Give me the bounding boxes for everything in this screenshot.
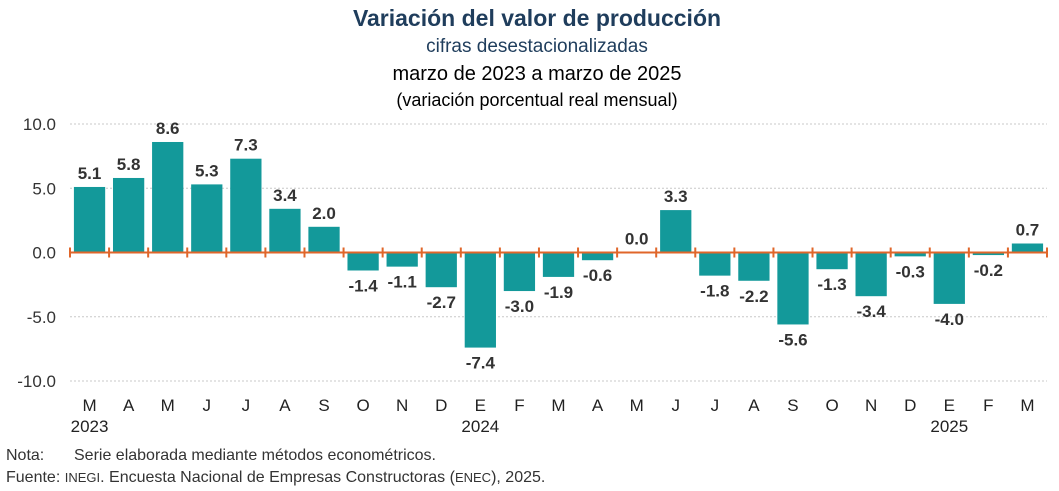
x-tick-label: E	[944, 396, 955, 415]
x-tick-label: S	[318, 396, 329, 415]
bar	[112, 177, 145, 253]
data-label: -1.1	[388, 273, 417, 292]
bar	[230, 158, 262, 253]
bar	[777, 252, 809, 325]
x-tick-label: J	[671, 396, 680, 415]
source-label: Fuente:	[6, 469, 61, 486]
note-label: Nota:	[6, 447, 45, 464]
x-tick-label: F	[514, 396, 524, 415]
year-label: 2025	[930, 417, 968, 436]
x-tick-label: M	[551, 396, 565, 415]
y-tick-label: 5.0	[32, 179, 56, 198]
data-label: -3.0	[505, 297, 534, 316]
x-tick-label: N	[396, 396, 408, 415]
bar	[269, 208, 301, 253]
data-label: -1.4	[348, 276, 378, 295]
source-text: INEGI. Encuesta Nacional de Empresas Con…	[64, 469, 546, 486]
data-label: 5.8	[117, 155, 141, 174]
bar	[347, 252, 379, 271]
bar	[933, 252, 965, 304]
data-label: 5.1	[78, 164, 102, 183]
x-tick-label: J	[242, 396, 251, 415]
data-label: -2.2	[739, 287, 768, 306]
data-label: 7.3	[234, 136, 258, 155]
chart-period: marzo de 2023 a marzo de 2025	[392, 63, 681, 85]
x-tick-label: O	[356, 396, 369, 415]
x-tick-label: J	[711, 396, 720, 415]
year-label: 2024	[461, 417, 499, 436]
data-label: -3.4	[856, 302, 886, 321]
bar	[152, 141, 184, 253]
x-tick-label: A	[592, 396, 604, 415]
x-tick-label: A	[123, 396, 135, 415]
data-label: -5.6	[778, 330, 807, 349]
bar	[542, 252, 575, 277]
x-axis: M A M J J A S O N D E F M A M J J A S O N D E F M 2023 2024 2025	[69, 247, 1048, 436]
year-label: 2023	[71, 417, 109, 436]
data-label: 5.3	[195, 161, 219, 180]
bar-chart: Variación del valor de producción cifras…	[17, 5, 1048, 436]
x-tick-label: M	[161, 396, 175, 415]
bar	[581, 252, 614, 261]
x-tick-label: O	[825, 396, 838, 415]
bar	[699, 252, 731, 276]
bar	[660, 210, 692, 253]
data-label: 2.0	[312, 204, 336, 223]
y-tick-label: 0.0	[32, 244, 56, 263]
bar	[386, 252, 418, 267]
data-label: 3.4	[273, 186, 297, 205]
x-tick-label: A	[279, 396, 291, 415]
bar	[425, 252, 457, 288]
x-tick-label: D	[904, 396, 916, 415]
data-label: -0.6	[583, 266, 612, 285]
bar	[816, 252, 848, 270]
data-label: -1.8	[700, 282, 729, 301]
bar	[1011, 243, 1044, 253]
x-tick-label: F	[983, 396, 993, 415]
x-tick-label: D	[435, 396, 447, 415]
bars	[73, 141, 1044, 348]
data-label: 0.0	[625, 230, 649, 249]
data-labels: 5.1 5.8 8.6 5.3 7.3 3.4 2.0 -1.4 -1.1 -2.7 -7.4 -3.…	[78, 119, 1040, 373]
x-tick-label: M	[630, 396, 644, 415]
data-label: -0.3	[896, 262, 925, 281]
bar	[738, 252, 770, 281]
bar	[972, 252, 1005, 256]
y-tick-label: -10.0	[17, 372, 56, 391]
x-tick-label: N	[865, 396, 877, 415]
x-tick-label: M	[1020, 396, 1034, 415]
x-tick-label: A	[748, 396, 760, 415]
y-tick-label: 10.0	[23, 115, 56, 134]
x-tick-label: S	[787, 396, 798, 415]
bar	[191, 184, 223, 253]
data-label: 0.7	[1016, 221, 1040, 240]
data-label: 3.3	[664, 187, 688, 206]
x-tick-label: E	[475, 396, 486, 415]
chart-title: Variación del valor de producción	[353, 5, 721, 31]
data-label: -0.2	[974, 261, 1003, 280]
y-tick-label: -5.0	[27, 308, 56, 327]
bar	[308, 226, 340, 253]
data-label: 8.6	[156, 119, 180, 138]
bar	[73, 186, 106, 253]
data-label: -1.9	[544, 283, 573, 302]
gridlines: 10.0 5.0 0.0 -5.0 -10.0	[17, 115, 1047, 391]
chart-units: (variación porcentual real mensual)	[396, 90, 677, 110]
data-label: -4.0	[935, 310, 964, 329]
note-line: Nota: Serie elaborada mediante métodos ec…	[6, 447, 436, 465]
x-tick-label: M	[82, 396, 96, 415]
data-label: -7.4	[466, 354, 496, 373]
data-label: -1.3	[817, 275, 846, 294]
source-line: Fuente: INEGI. Encuesta Nacional de Empr…	[6, 469, 545, 487]
bar	[855, 252, 887, 297]
x-tick-label: J	[203, 396, 212, 415]
bar	[464, 252, 496, 348]
bar	[503, 252, 536, 292]
data-label: -2.7	[427, 293, 456, 312]
chart-subtitle: cifras desestacionalizadas	[426, 36, 648, 57]
bar	[894, 252, 926, 257]
note-text: Serie elaborada mediante métodos economé…	[74, 447, 436, 464]
